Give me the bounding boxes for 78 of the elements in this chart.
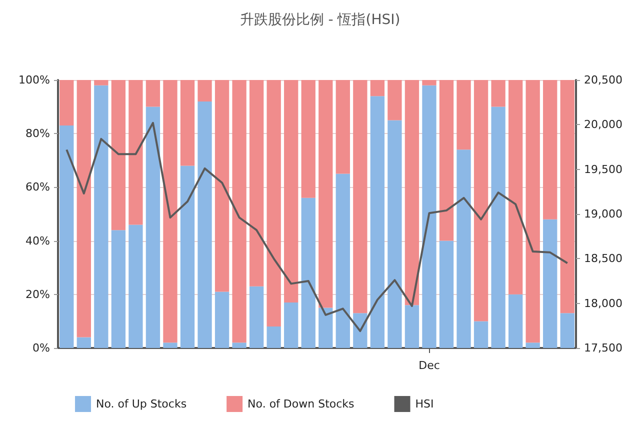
bar [388, 120, 402, 348]
line-series [66, 122, 568, 332]
bar [180, 80, 195, 166]
bar [111, 80, 126, 230]
y-tick-label: 100% [18, 74, 50, 86]
bar [318, 308, 333, 348]
x-tick-label: Dec [418, 359, 440, 372]
bar [94, 80, 108, 86]
bar [249, 286, 264, 348]
y-tick-label: 60% [26, 180, 50, 194]
y-tick-label: 40% [26, 234, 50, 248]
y-tick-label: 80% [26, 127, 50, 140]
bar [560, 80, 574, 314]
bar [439, 240, 454, 348]
bar [318, 80, 333, 308]
bar [76, 80, 91, 338]
y2-tick-label: 19,500 [584, 162, 622, 176]
bar [214, 80, 230, 292]
bar [128, 224, 143, 348]
bar [249, 80, 264, 286]
bar [146, 80, 160, 107]
bar [404, 80, 420, 306]
bar [370, 80, 385, 96]
bar [94, 85, 108, 348]
legend-label: HSI [415, 398, 434, 410]
bar [456, 150, 471, 348]
bar [560, 313, 574, 348]
y2-tick-label: 20,500 [584, 74, 622, 86]
bar [474, 321, 488, 348]
legend-label: No. of Up Stocks [96, 398, 187, 410]
bar [60, 126, 74, 348]
bar [232, 80, 246, 343]
bar [146, 106, 160, 348]
bar [128, 80, 143, 225]
bar [60, 80, 74, 126]
bar [336, 174, 350, 348]
bar [111, 230, 126, 348]
bar [388, 80, 402, 120]
bar [422, 85, 436, 348]
bar [370, 96, 385, 348]
bar [543, 219, 558, 348]
bar [214, 292, 230, 348]
bar [180, 166, 195, 348]
bar [232, 342, 246, 348]
bar [266, 326, 281, 348]
y-tick-label: 20% [26, 288, 50, 301]
bar [266, 80, 281, 327]
bar [284, 80, 298, 302]
bar [543, 80, 558, 220]
y2-tick-label: 18,500 [584, 252, 622, 266]
bar [163, 342, 178, 348]
bar [163, 80, 178, 343]
y2-tick-label: 19,000 [584, 208, 622, 220]
bar [526, 342, 540, 348]
bar [422, 80, 436, 86]
y2-tick-label: 18,000 [584, 296, 622, 310]
y2-tick-label: 20,000 [584, 118, 622, 132]
bar [336, 80, 350, 174]
legend-label: No. of Down Stocks [248, 398, 355, 410]
chart-title: 升跌股份比例 - 恆指(HSI) [240, 12, 400, 28]
bar [301, 80, 316, 198]
bar [491, 106, 506, 348]
bar [198, 101, 212, 348]
bar [404, 305, 420, 348]
bar [508, 80, 523, 294]
bar [508, 294, 523, 348]
bar [198, 80, 212, 102]
bar [456, 80, 471, 150]
bar [491, 80, 506, 107]
bar [353, 80, 368, 314]
bar [284, 302, 298, 348]
y-tick-label: 0% [32, 342, 50, 354]
bar [474, 80, 488, 322]
bar [526, 80, 540, 343]
y2-tick-label: 17,500 [584, 342, 622, 354]
bar [301, 198, 316, 348]
bar [439, 80, 454, 241]
bar [76, 337, 91, 348]
